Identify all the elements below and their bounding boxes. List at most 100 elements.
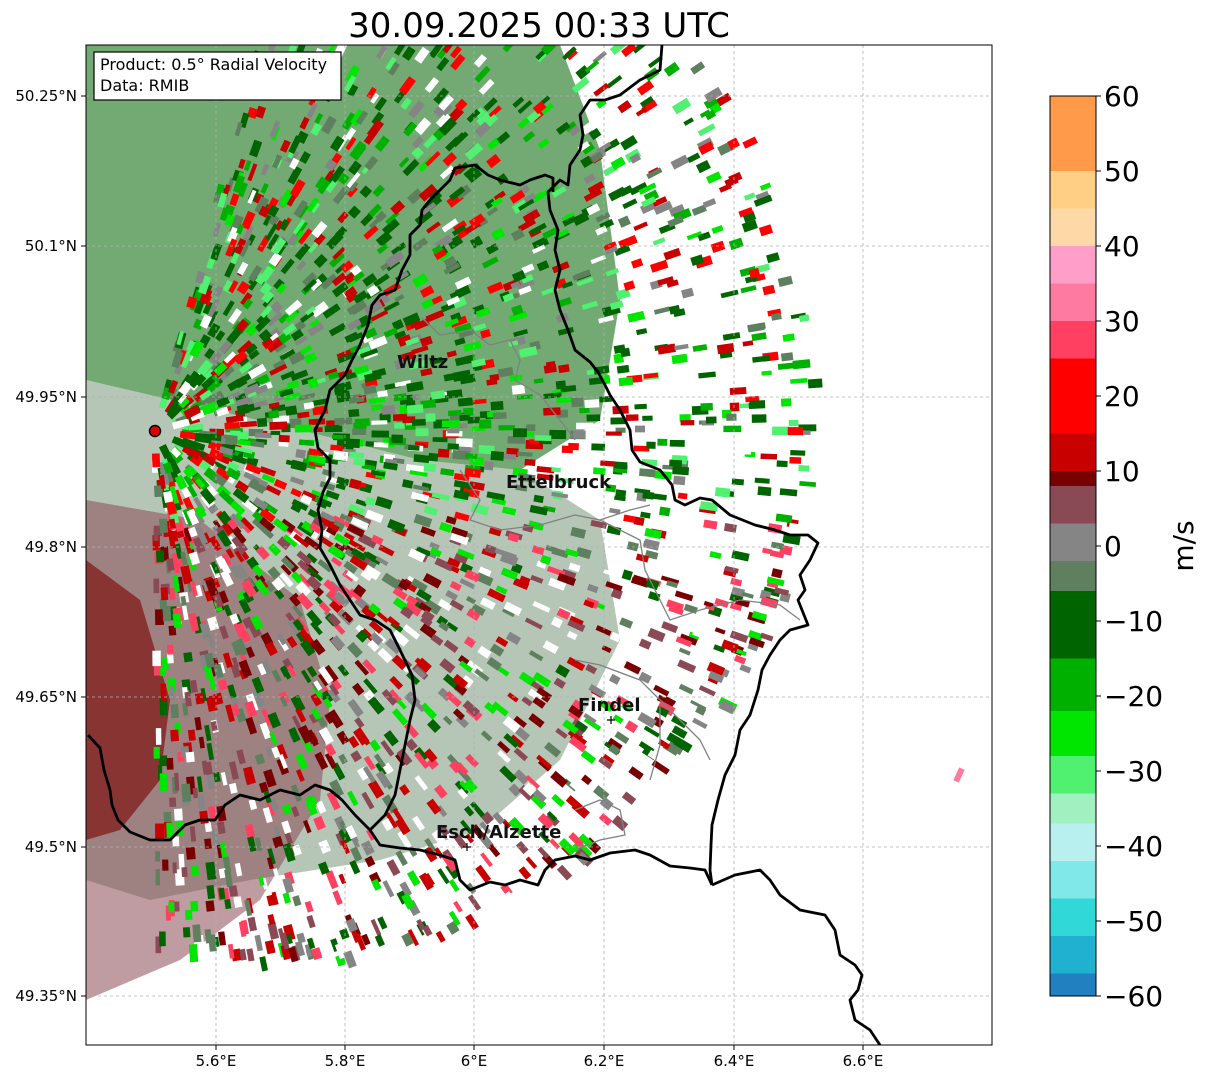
echo-pixel [187, 526, 198, 538]
echo-pixel [251, 676, 265, 694]
echo-pixel [270, 430, 281, 436]
echo-pixel [300, 494, 313, 505]
echo-pixel [255, 432, 272, 439]
echo-pixel [540, 45, 557, 56]
echo-pixel [466, 608, 481, 621]
echo-pixel [306, 937, 316, 950]
echo-pixel [410, 578, 428, 592]
echo-pixel [433, 784, 448, 799]
echo-pixel [346, 641, 363, 659]
echo-pixel [639, 468, 656, 478]
echo-pixel [576, 422, 594, 430]
echo-pixel [186, 508, 200, 526]
echo-pixel [304, 900, 314, 913]
echo-pixel [368, 396, 386, 405]
echo-pixel [290, 487, 302, 498]
echo-pixel [218, 931, 227, 946]
echo-pixel [747, 629, 764, 642]
echo-pixel [169, 485, 180, 505]
echo-pixel [515, 840, 529, 855]
echo-pixel [256, 417, 268, 428]
echo-pixel [348, 331, 364, 343]
echo-pixel [225, 467, 241, 481]
colorbar-tick: 10 [1104, 455, 1140, 488]
colorbar-band [1050, 658, 1096, 711]
echo-pixel [338, 753, 348, 765]
echo-pixel [247, 916, 258, 932]
echo-pixel [276, 536, 292, 551]
echo-pixel [313, 253, 328, 269]
echo-pixel [324, 711, 336, 725]
echo-pixel [642, 415, 653, 421]
echo-pixel [697, 231, 711, 242]
echo-pixel [310, 621, 323, 636]
echo-pixel [605, 147, 618, 160]
echo-pixel [396, 748, 413, 766]
echo-pixel [474, 65, 491, 83]
echo-pixel [585, 663, 598, 675]
echo-pixel [323, 579, 339, 594]
echo-pixel [194, 692, 205, 705]
echo-pixel [498, 839, 514, 857]
echo-pixel [336, 730, 350, 745]
echo-pixel [153, 485, 163, 498]
echo-pixel [499, 765, 517, 783]
echo-pixel [411, 418, 426, 426]
colorbar-band [1050, 756, 1096, 794]
echo-pixel [196, 776, 203, 793]
echo-pixel [222, 434, 238, 445]
echo-pixel [368, 602, 381, 616]
echo-pixel [763, 586, 781, 598]
echo-pixel [507, 532, 520, 543]
echo-pixel [525, 424, 536, 432]
echo-pixel [425, 413, 436, 422]
echo-pixel [435, 930, 446, 943]
echo-pixel [371, 878, 382, 891]
echo-pixel [581, 300, 599, 310]
echo-pixel [363, 225, 379, 240]
echo-pixel [347, 698, 364, 718]
echo-pixel [236, 403, 250, 416]
y-tick-label: 49.35°N [15, 987, 77, 1005]
echo-pixel [497, 666, 510, 677]
echo-pixel [218, 887, 226, 900]
echo-pixel [584, 59, 600, 74]
echo-pixel [419, 622, 437, 639]
echo-pixel [386, 859, 401, 877]
echo-pixel [450, 526, 468, 538]
echo-pixel [233, 439, 251, 446]
echo-pixel [242, 590, 255, 604]
echo-pixel [439, 658, 456, 674]
echo-pixel [394, 358, 406, 370]
echo-pixel [402, 312, 421, 327]
colorbar-tick: 60 [1104, 80, 1140, 113]
echo-pixel [789, 522, 802, 529]
echo-pixel [522, 782, 537, 797]
echo-pixel [751, 332, 767, 342]
echo-pixel [617, 100, 632, 114]
echo-pixel [672, 466, 690, 476]
echo-pixel [324, 158, 338, 172]
echo-pixel [671, 725, 688, 739]
echo-pixel [188, 612, 200, 632]
echo-pixel [314, 751, 329, 770]
echo-pixel [370, 918, 382, 937]
echo-pixel [390, 629, 410, 647]
echo-pixel [698, 141, 715, 156]
echo-pixel [325, 870, 339, 890]
echo-pixel [503, 550, 517, 561]
echo-pixel [420, 298, 435, 310]
echo-pixel [216, 529, 232, 548]
echo-pixel [509, 734, 524, 749]
echo-pixel [233, 563, 248, 581]
echo-pixel [466, 167, 483, 184]
echo-pixel [223, 366, 235, 377]
echo-pixel [486, 491, 506, 501]
echo-pixel [432, 437, 448, 443]
colorbar-band [1050, 973, 1096, 996]
echo-pixel [325, 489, 340, 501]
echo-pixel [364, 155, 379, 171]
echo-pixel [751, 610, 767, 622]
echo-pixel [790, 450, 806, 456]
map-panel [85, 44, 993, 1046]
